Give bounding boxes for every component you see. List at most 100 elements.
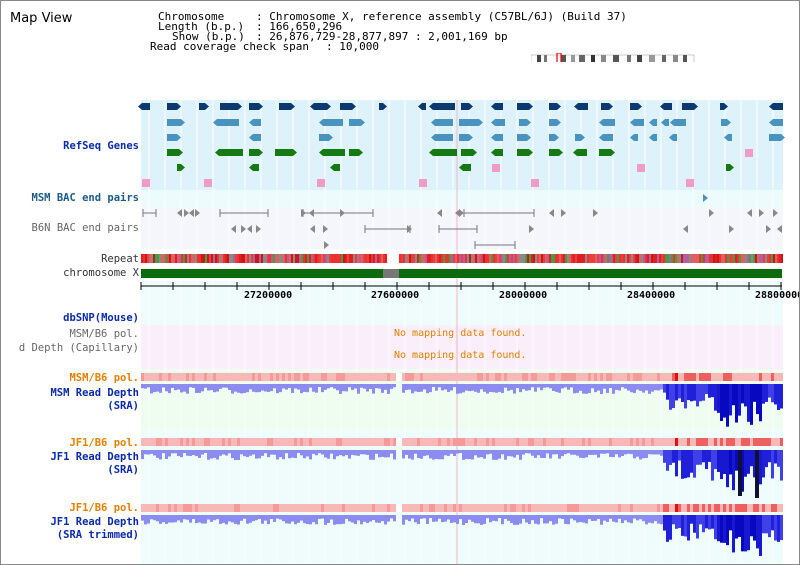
gene-feature — [491, 149, 503, 156]
repeat-segment — [681, 254, 683, 263]
chromosome-ideogram[interactable] — [531, 53, 696, 62]
polymorphism-cell — [327, 373, 330, 381]
polymorphism-cell — [774, 504, 777, 512]
track-label-refseq[interactable]: RefSeq Genes — [63, 140, 139, 152]
read-depth-bar — [489, 384, 492, 392]
repeat-segment — [515, 254, 517, 263]
polymorphism-cell — [456, 438, 459, 446]
track-label-read-depth-capillary[interactable]: d Depth (Capillary) — [18, 342, 139, 354]
track-label-msm-read-depth[interactable]: MSM Read Depth — [50, 387, 139, 399]
read-depth-bar — [309, 515, 312, 525]
track-label-msm-bac[interactable]: MSM BAC end pairs — [31, 192, 139, 204]
read-depth-bar — [663, 515, 666, 531]
read-depth-bar — [336, 384, 339, 391]
read-depth-bar — [450, 450, 453, 454]
polymorphism-cell — [546, 504, 549, 512]
read-depth-bar — [585, 450, 588, 458]
read-depth-bar — [408, 384, 411, 390]
read-depth-bar — [471, 384, 474, 391]
read-depth-bar — [213, 450, 216, 458]
read-depth-bar — [372, 450, 375, 460]
read-depth-bar — [288, 384, 291, 388]
read-depth-bar — [681, 450, 684, 479]
repeat-segment — [453, 254, 455, 263]
read-depth-bar — [222, 450, 225, 455]
polymorphism-cell — [426, 438, 429, 446]
bac-end-pair-glyphs[interactable] — [142, 194, 782, 249]
repeat-segment — [559, 254, 561, 263]
polymorphism-cell — [273, 373, 276, 381]
read-depth-bar — [534, 515, 537, 524]
refseq-gene-glyphs[interactable] — [138, 103, 785, 187]
read-depth-bar — [324, 515, 327, 525]
polymorphism-cell — [234, 438, 237, 446]
read-depth-bar — [444, 450, 447, 456]
polymorphism-cell — [387, 373, 390, 381]
read-depth-bar — [441, 384, 444, 391]
repeat-segment — [585, 254, 587, 263]
read-depth-bar — [384, 515, 387, 525]
gene-feature — [574, 103, 588, 110]
polymorphism-cell — [429, 438, 432, 446]
polymorphism-cell — [705, 438, 708, 446]
track-label-dbsnp[interactable]: dbSNP(Mouse) — [63, 312, 139, 324]
read-depth-bar — [699, 450, 702, 465]
repeat-segment — [465, 254, 467, 263]
read-depth-bar — [477, 384, 480, 393]
read-depth-bar — [672, 515, 675, 525]
polymorphism-cell — [171, 504, 174, 512]
track-label-jf1-read-depth[interactable]: JF1 Read Depth — [50, 451, 139, 463]
polymorphism-cell — [627, 373, 630, 381]
repeat-segment — [677, 254, 679, 263]
axis-tick-label-1: 27200000 — [244, 290, 293, 301]
repeat-segment — [627, 254, 629, 263]
polymorphism-cell — [252, 373, 255, 381]
repeat-segment — [253, 254, 255, 263]
polymorphism-cell — [408, 438, 411, 446]
polymorphism-cell — [774, 373, 777, 381]
polymorphism-cell — [204, 438, 207, 446]
polymorphism-cell — [393, 504, 396, 512]
read-depth-bar — [261, 450, 264, 456]
read-depth-bar — [240, 384, 243, 394]
polymorphism-cell — [591, 438, 594, 446]
polymorphism-cell — [645, 438, 648, 446]
polymorphism-cell — [762, 373, 765, 381]
polymorphism-cell — [336, 373, 339, 381]
polymorphism-cell — [471, 373, 474, 381]
bac-end-marker — [709, 209, 714, 217]
gene-feature — [720, 103, 728, 110]
gene-feature — [340, 103, 356, 110]
gene-feature — [319, 119, 343, 126]
repeat-segment — [687, 254, 689, 263]
polymorphism-cell — [567, 373, 570, 381]
read-depth-bar — [432, 450, 435, 460]
polymorphism-cell — [381, 438, 384, 446]
repeat-segment — [671, 254, 673, 263]
read-depth-bar — [408, 450, 411, 459]
read-depth-bar — [666, 450, 669, 471]
polymorphism-cell — [780, 438, 783, 446]
track-label-jf1-pol-sra[interactable]: JF1/B6 pol. — [69, 437, 139, 449]
polymorphism-cell — [357, 438, 360, 446]
track-label-msm-pol-capillary[interactable]: MSM/B6 pol. — [69, 328, 139, 340]
polymorphism-cell — [597, 373, 600, 381]
repeat-segment — [741, 254, 743, 263]
read-depth-bar — [189, 515, 192, 523]
polymorphism-cell — [447, 373, 450, 381]
polymorphism-cell — [162, 438, 165, 446]
polymorphism-cell — [651, 438, 654, 446]
polymorphism-cell — [255, 504, 258, 512]
polymorphism-cell — [549, 504, 552, 512]
polymorphism-cell — [387, 504, 390, 512]
polymorphism-cell — [399, 438, 402, 446]
track-label-jf1-pol-trimmed[interactable]: JF1/B6 pol. — [69, 502, 139, 514]
read-depth-bar — [381, 515, 384, 522]
track-label-msm-pol-sra[interactable]: MSM/B6 pol. — [69, 372, 139, 384]
read-depth-bar — [447, 384, 450, 393]
polymorphism-cell — [648, 504, 651, 512]
track-label-jf1-trimmed-read-depth[interactable]: JF1 Read Depth — [50, 516, 139, 528]
track-label-b6n-bac[interactable]: B6N BAC end pairs — [31, 222, 139, 234]
read-depth-bar — [237, 450, 240, 460]
